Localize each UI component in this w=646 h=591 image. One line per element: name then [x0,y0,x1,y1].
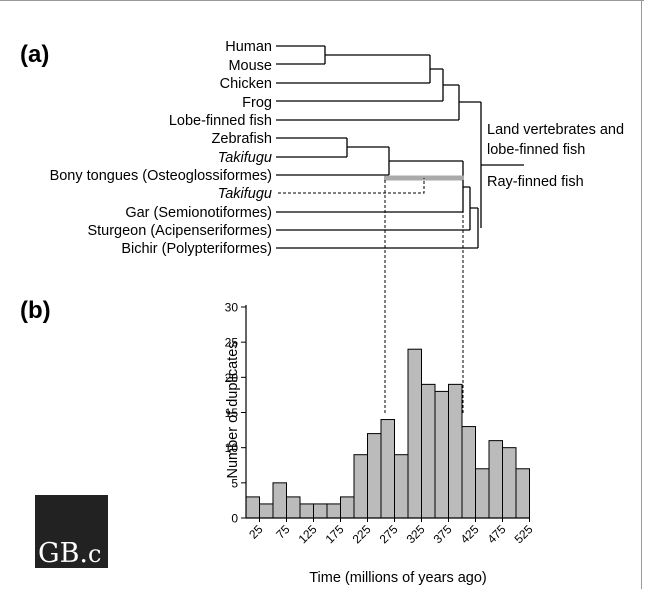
histogram-bar-150 [326,503,341,519]
histogram-bar-125 [313,503,328,519]
x-tick-label-325: 325 [404,522,428,546]
y-tick-label-0: 0 [231,512,238,526]
histogram-bar-75 [286,496,301,519]
y-tick-label-10: 10 [225,441,239,455]
taxon-label-human: Human [225,39,272,55]
taxon-label-gar: Gar (Semionotiformes) [125,205,272,221]
x-tick-label-125: 125 [296,522,320,546]
x-tick-label-225: 225 [350,522,374,546]
histogram-bar-25 [259,503,274,519]
histogram-bar-425 [475,468,490,519]
clade-label-land-1: Land vertebrates and [487,122,624,138]
y-tick-label-20: 20 [225,371,239,385]
taxon-label-zebrafish: Zebrafish [212,131,272,147]
frame-top-border [0,0,644,1]
taxon-label-frog: Frog [242,95,272,111]
branch-bichir [276,207,479,249]
branch-mammals-chicken [276,54,431,84]
taxon-label-lobe-finned-fish: Lobe-finned fish [169,113,272,129]
connector-lines [384,180,464,415]
histogram-bar-225 [367,433,382,519]
taxon-label-bony-tongues: Bony tongues (Osteoglossiformes) [50,168,272,184]
y-axis-ticks: 0 5 10 15 20 25 30 [225,301,246,526]
taxon-label-takifugu-duplicate: Takifugu [218,186,272,202]
y-tick-label-5: 5 [231,476,238,490]
y-axis-title: Number of duplicates [225,341,241,478]
branch-teleosts [276,146,390,176]
y-tick-label-25: 25 [225,336,239,350]
x-axis-title: Time (millions of years ago) [309,570,487,586]
logo-text: GB.c [38,538,101,569]
clade-label-land-2: lobe-finned fish [487,142,585,158]
logo-text-dot: . [79,538,88,569]
histogram-bar-500 [515,468,530,519]
taxon-label-bichir: Bichir (Polypteriformes) [121,241,272,257]
x-axis-ticks: 25 75 125 175 225 275 325 375 425 475 525 [246,518,536,546]
genome-biology-logo: GB.c [35,495,108,569]
duplicates-histogram: 0 5 10 15 20 25 30 25 75 125 175 225 275 325 375 425 47… [225,301,536,587]
branch-amniotes-frog [276,68,444,102]
histogram-bar-175 [340,496,355,519]
x-tick-label-175: 175 [323,522,347,546]
takifugu-duplicate-dashed [278,178,425,194]
histogram-bar-250 [380,419,395,519]
x-tick-label-375: 375 [431,522,455,546]
logo-background [35,495,108,568]
taxon-label-chicken: Chicken [220,76,272,92]
y-tick-label-15: 15 [225,406,239,420]
frame-right-border [641,0,642,589]
branch-tetrapods-lobefin [276,84,460,121]
logo-text-main: GB [38,538,79,569]
histogram-bar-375 [448,383,463,519]
branch-gar [276,160,464,213]
taxon-label-takifugu: Takifugu [218,150,272,166]
branch-zebrafish-takifugu [276,137,348,158]
histogram-bars [245,348,530,519]
histogram-bar-475 [502,447,517,519]
panel-a-label: (a) [20,41,49,68]
x-tick-label-75: 75 [273,522,293,542]
histogram-bar-400 [461,426,476,519]
takifugu-duplicate-branch [278,178,425,194]
panel-b-label: (b) [20,297,51,324]
taxon-label-mouse: Mouse [228,58,272,74]
x-tick-label-275: 275 [377,522,401,546]
x-tick-label-525: 525 [512,522,536,546]
logo-text-tail: c [88,540,101,568]
x-tick-label-475: 475 [485,522,509,546]
cladogram-branches [276,45,524,249]
histogram-bar-450 [488,440,503,519]
histogram-bar-350 [434,390,449,519]
branch-human-mouse [276,45,326,65]
y-tick-label-30: 30 [225,301,239,315]
histogram-bar-325 [421,383,436,519]
taxon-label-sturgeon: Sturgeon (Acipenseriformes) [87,223,272,239]
histogram-bar-0 [245,496,260,519]
histogram-bar-300 [407,348,422,519]
histogram-bar-275 [394,454,409,519]
histogram-bar-200 [353,454,368,519]
x-tick-label-25: 25 [246,522,266,542]
histogram-bar-50 [272,482,287,519]
x-tick-label-425: 425 [458,522,482,546]
histogram-bar-100 [299,503,314,519]
clade-label-ray-finned: Ray-finned fish [487,174,584,190]
